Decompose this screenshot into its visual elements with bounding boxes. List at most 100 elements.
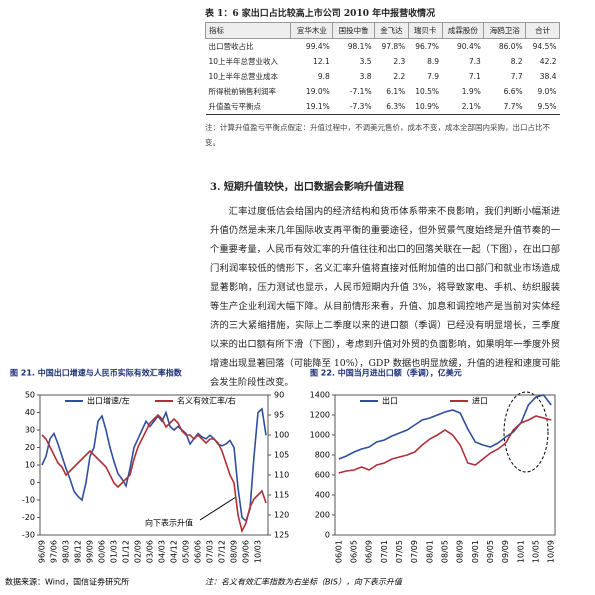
chart-title: 图 22. 中国当月进出口额（季调），亿美元 [310,368,462,378]
y-tick-label: 40 [25,408,35,417]
table-cell: 42.2 [539,57,557,66]
table-cell: 86.0% [498,42,523,51]
table-cell: 12.1 [313,57,330,66]
table-row: 升值盈亏平衡点 19.1% -7.3% 6.3% 10.9% 2.1% 7.7% 9.5% [206,99,560,115]
header-cell: 瑞贝卡 [407,22,443,39]
x-tick-label: 06/09 [365,540,374,563]
y-tick-label: -30 [22,531,35,540]
x-tick-label: 07/05 [395,540,404,563]
table-cell: 出口营收占比 [208,42,254,51]
plot-frame [39,394,269,536]
y2-tick-label: 100 [274,431,289,440]
x-tick-label: 05/09 [182,540,191,563]
annotation: 向下表示升值 [145,518,193,528]
header-cell: 国投中鲁 [332,22,376,39]
table-row: 10上半年总营业成本 9.8 3.8 2.2 7.9 7.1 7.7 38.4 [206,69,560,84]
table-cell: -7.3% [349,102,372,111]
y-tick-label: -10 [22,496,35,505]
x-tick-label: 09/05 [486,540,495,563]
series-line [41,413,267,534]
x-tick-label: 04/03 [158,540,167,563]
table-cell: 10上半年总营业成本 [208,72,279,81]
series-line [338,394,552,460]
y-tick-label: 1000 [310,431,330,440]
x-tick-label: 04/12 [170,540,179,563]
x-tick-label: 00/06 [98,540,107,563]
y-tick-label: 50 [25,391,35,400]
annotation-arrow [199,496,237,521]
y-tick-label: 10 [25,461,35,470]
x-tick-label: 96/09 [38,540,47,563]
x-tick-label: 06/06 [194,540,203,563]
y-tick-label: 1200 [310,411,330,420]
table-cell: 9.5% [537,102,557,111]
table-cell: 7.7 [510,72,523,81]
header-cell: 金飞达 [374,22,409,39]
table-cell: -7.1% [349,87,372,96]
table-cell: 2.3 [393,57,406,66]
section-heading: 3. 短期升值较快，出口数据会影响升值进程 [210,182,404,193]
x-tick-label: 08/09 [456,540,465,563]
table-cell: 99.4% [305,42,330,51]
legend-label: 名义有效汇率/右 [177,396,236,406]
table-cell: 所得税前销售利润率 [208,87,277,96]
table-cell: 96.7% [415,42,440,51]
plot-frame [334,394,556,536]
y2-tick-label: 90 [274,391,284,400]
header-cell: 海鸥卫浴 [483,22,527,39]
x-tick-label: 06/01 [334,540,343,563]
table-row: 10上半年总营业收入 12.1 3.5 2.3 8.9 7.3 8.2 42.2 [206,54,560,69]
y-tick-label: 1400 [310,391,330,400]
x-tick-label: 97/06 [50,540,59,563]
table-cell: 10.9% [415,102,440,111]
table-cell: 3.5 [359,57,372,66]
legend-label: 出口增速/左 [87,396,130,406]
table-title: 表 1：6 家出口占比较高上市公司 2010 年中报营收情况 [205,9,436,19]
x-tick-label: 98/12 [74,540,83,563]
table-cell: 98.1% [347,42,372,51]
x-tick-label: 01/03 [110,540,119,563]
table-cell: 升值盈亏平衡点 [208,102,262,111]
table-cell: 10上半年总营业收入 [208,57,279,66]
x-tick-label: 10/01 [516,540,525,563]
table-cell: 3.8 [359,72,372,81]
x-tick-label: 07/01 [380,540,389,563]
legend-label: 进口 [472,397,488,406]
table-cell: 6.6% [503,87,523,96]
table-cell: 6.1% [386,87,406,96]
y-tick-label: 0 [30,478,35,487]
table-cell: 10.5% [415,87,440,96]
table-cell: 38.4 [539,72,557,81]
x-tick-label: 99/09 [86,540,95,563]
table-note: 注：计算升值盈亏平衡点假定：升值过程中，不调美元售价，成本不变，成本全部国内采购… [205,123,550,147]
y2-tick-label: 110 [274,471,289,480]
highlight-ellipse [503,391,549,473]
table-cell: 6.3% [386,102,406,111]
header-row: 指标 宜华木业 国投中鲁 金飞达 瑞贝卡 成霖股份 海鸥卫浴 合计 [204,22,560,39]
table-cell: 19.1% [305,102,330,111]
x-tick-label: 02/09 [134,540,143,563]
y2-tick-label: 105 [274,451,289,460]
y-tick-label: -20 [22,513,35,522]
series-line [338,415,552,474]
table-cell: 1.9% [461,87,481,96]
table-cell: 7.1 [468,72,481,81]
table-cell: 97.8% [381,42,406,51]
table-cell: 7.3 [468,57,481,66]
footer-note: 注：名义有效汇率指数为右坐标（BIS），向下表示升值 [205,578,403,587]
x-tick-label: 03/06 [146,540,155,563]
y-tick-label: 600 [315,471,330,480]
x-tick-label: 09/01 [471,540,480,563]
legend-label: 出口 [382,396,398,406]
y-tick-label: 0 [325,531,330,540]
footer-source: 数据来源：Wind，国信证券研究所 [5,577,129,587]
y-tick-label: 20 [25,443,35,452]
x-tick-label: 06/05 [349,540,358,563]
y-tick-label: 800 [315,451,330,460]
table-cell: 2.1% [461,102,481,111]
table-cell: 9.0% [537,87,557,96]
x-tick-label: 01/12 [122,540,131,563]
table-row: 所得税前销售利润率 19.0% -7.1% 6.1% 10.5% 1.9% 6.6% 9.0% [206,84,560,99]
header-cell: 成霖股份 [441,22,485,39]
